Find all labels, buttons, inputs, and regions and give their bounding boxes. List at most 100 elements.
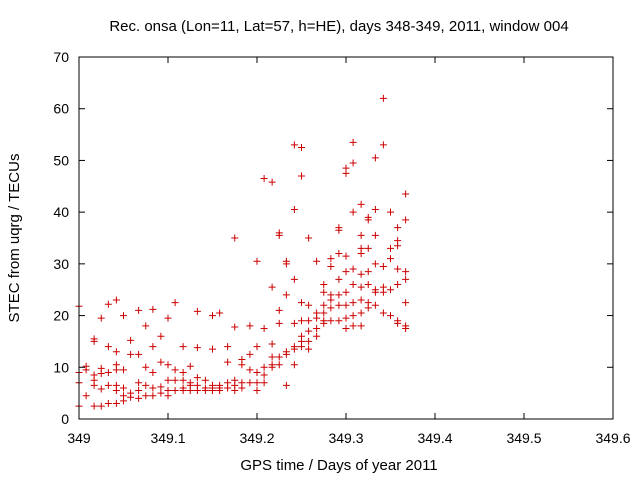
data-point-plus: [149, 384, 157, 392]
data-point-plus: [282, 348, 290, 356]
data-point-plus: [231, 234, 239, 242]
data-point-plus: [186, 379, 194, 387]
data-point-plus: [201, 376, 209, 384]
data-point-plus: [394, 317, 402, 325]
data-point-plus: [387, 244, 394, 252]
data-point-plus: [379, 283, 387, 291]
data-point-plus: [120, 366, 127, 374]
y-tick-label: 50: [53, 152, 69, 168]
data-point-plus: [342, 268, 350, 276]
data-point-plus: [224, 379, 232, 387]
data-point-plus: [349, 312, 357, 320]
axis-ticks: 349 349.1 349.2 349.3 349.4 349.5 349.6 0 10 20 30…: [53, 49, 630, 446]
y-tick-label: 20: [53, 308, 69, 324]
data-point-plus: [112, 399, 120, 407]
data-point-plus: [193, 374, 201, 382]
data-point-plus: [260, 371, 268, 379]
data-point-plus: [320, 317, 328, 325]
y-tick-label: 40: [53, 204, 69, 220]
data-point-plus: [104, 381, 112, 389]
data-point-plus: [327, 262, 335, 270]
data-point-plus: [349, 265, 357, 273]
data-point-plus: [97, 314, 105, 322]
data-point-plus: [164, 361, 172, 369]
y-tick-label: 0: [61, 411, 69, 427]
data-point-plus: [402, 299, 410, 307]
data-point-plus: [135, 306, 143, 314]
data-point-plus: [179, 368, 187, 376]
data-point-plus: [305, 337, 313, 345]
data-point-plus: [112, 361, 120, 369]
data-point-plus: [290, 275, 298, 283]
data-point-plus: [112, 296, 120, 304]
data-point-plus: [387, 255, 394, 263]
data-point-plus: [104, 399, 112, 407]
data-point-plus: [313, 325, 321, 332]
data-point-plus: [357, 270, 365, 278]
data-point-plus: [179, 343, 187, 351]
data-point-plus: [104, 343, 112, 351]
data-point-plus: [394, 224, 402, 232]
data-point-plus: [157, 358, 165, 366]
data-point-plus: [335, 317, 343, 325]
data-point-plus: [282, 291, 290, 299]
data-point-plus: [149, 305, 157, 313]
data-point-plus: [342, 325, 350, 332]
data-point-plus: [349, 299, 357, 307]
data-point-plus: [387, 286, 394, 294]
data-point-plus: [335, 291, 343, 299]
data-point-plus: [149, 343, 157, 351]
data-point-plus: [90, 402, 98, 410]
data-point-plus: [82, 362, 90, 370]
data-point-plus: [275, 353, 283, 361]
data-point-plus: [357, 244, 365, 252]
data-points: [75, 94, 410, 410]
data-point-plus: [342, 288, 350, 296]
data-point-plus: [327, 291, 335, 299]
data-point-plus: [387, 208, 394, 216]
data-point-plus: [246, 379, 254, 387]
data-point-plus: [379, 94, 387, 102]
data-point-plus: [164, 387, 172, 395]
data-point-plus: [260, 379, 268, 387]
data-point-plus: [275, 319, 283, 327]
x-axis-label: GPS time / Days of year 2011: [240, 457, 437, 474]
data-point-plus: [164, 376, 172, 384]
data-point-plus: [402, 190, 410, 198]
data-point-plus: [349, 322, 357, 330]
data-point-plus: [253, 343, 261, 351]
data-point-plus: [349, 208, 357, 216]
x-tick-label: 349.6: [595, 430, 630, 446]
data-point-plus: [268, 283, 276, 291]
data-point-plus: [209, 345, 216, 353]
data-point-plus: [135, 350, 143, 358]
data-point-plus: [224, 343, 232, 351]
data-point-plus: [342, 164, 350, 172]
y-tick-label: 30: [53, 256, 69, 272]
data-point-plus: [127, 389, 135, 397]
data-point-plus: [335, 224, 343, 232]
data-point-plus: [179, 384, 187, 392]
y-tick-label: 70: [53, 49, 69, 65]
x-tick-label: 349.1: [150, 430, 185, 446]
data-point-plus: [193, 344, 201, 352]
data-point-plus: [290, 361, 298, 369]
data-point-plus: [290, 343, 298, 351]
data-point-plus: [394, 237, 402, 245]
y-tick-label: 60: [53, 101, 69, 117]
data-point-plus: [171, 387, 179, 395]
data-point-plus: [387, 312, 394, 320]
data-point-plus: [157, 389, 165, 397]
data-point-plus: [313, 309, 321, 317]
data-point-plus: [157, 332, 165, 340]
data-point-plus: [127, 336, 135, 344]
data-point-plus: [379, 309, 387, 317]
data-point-plus: [186, 362, 194, 370]
data-point-plus: [268, 340, 276, 348]
data-point-plus: [171, 366, 179, 374]
data-point-plus: [120, 392, 127, 400]
data-point-plus: [290, 141, 298, 149]
data-point-plus: [231, 376, 239, 384]
data-point-plus: [216, 309, 224, 317]
